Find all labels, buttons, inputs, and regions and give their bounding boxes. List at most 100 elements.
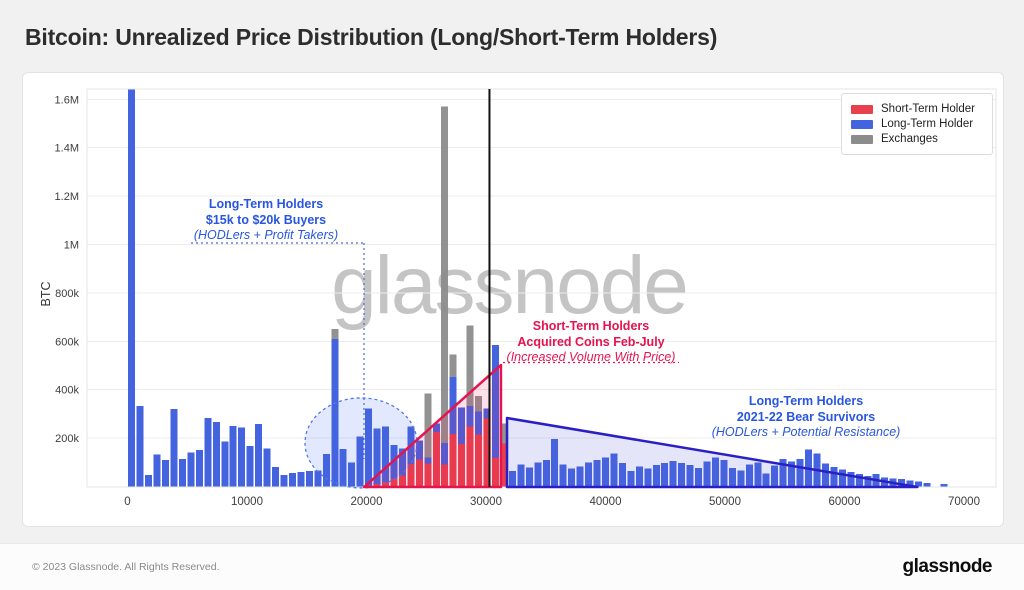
bar-segment [517,464,525,487]
bar-segment [686,465,694,487]
bar-segment [534,462,542,487]
bar-segment [432,423,440,433]
annotation-line: $15k to $20k Buyers [205,212,327,227]
bar-segment [390,479,398,487]
bar-segment [255,423,263,487]
bar-segment [407,463,415,487]
x-tick-label: 20000 [351,496,383,508]
x-tick-label: 50000 [709,496,741,508]
footer: © 2023 Glassnode. All Rights Reserved. g… [0,543,1024,590]
bar-segment [204,417,212,487]
x-tick-label: 70000 [948,496,980,508]
bar-segment [263,448,271,487]
legend-item[interactable]: Long-Term Holder [851,118,984,130]
bar-segment [483,418,491,487]
legend-swatch-icon [851,119,873,129]
bar-segment [915,481,923,487]
legend-swatch-icon [851,134,873,144]
bar-segment [695,467,703,487]
bar-segment [415,459,423,487]
y-tick-label: 1.6M [55,94,79,106]
bar-segment [466,406,474,427]
x-tick-label: 30000 [470,496,502,508]
bar-segment [762,473,770,487]
bar-segment [898,479,906,487]
bar-segment [644,468,652,487]
bar-segment [373,484,381,487]
bar-segment [221,441,229,487]
bar-segment [585,462,593,487]
bar-segment [923,483,931,487]
bar-segment [475,411,483,435]
bar-segment [661,463,669,487]
bar-segment [229,426,237,487]
bar-segment [212,421,220,487]
bar-segment [754,462,762,487]
bar-segment [170,409,178,487]
bar-segment [601,457,609,487]
bar-segment [449,377,457,434]
page-title: Bitcoin: Unrealized Price Distribution (… [25,24,718,50]
bar-segment [492,457,500,487]
bar-segment [432,432,440,487]
y-tick-label: 600k [55,336,79,348]
bar-segment [424,393,432,458]
bar-segment [288,473,296,487]
bar-segment [669,460,677,487]
bar-segment [838,469,846,487]
bar-segment [737,470,745,487]
highlight-ellipse-outline [304,397,418,489]
annotation-line: 2021-22 Bear Survivors [736,409,876,424]
legend-item[interactable]: Exchanges [851,133,984,145]
bar-segment [398,448,406,476]
bar-segment [441,442,449,465]
y-tick-label: 1.4M [55,143,79,155]
bar-segment [187,452,195,487]
annotation-line: (HODLers + Profit Takers) [193,228,339,242]
annotation-ltm-buyers: Long-Term Holders $15k to $20k Buyers (H… [194,197,338,244]
bar-segment [847,471,855,487]
bar-segment [779,459,787,487]
annotation-line: Acquired Coins Feb-July [517,334,665,349]
bars-layer [128,89,948,487]
price-distribution-chart: 200k 400k 600k 800k 1M 1.2M 1.4M 1.6M 0 10000 2000… [55,88,997,508]
legend-label: Exchanges [881,133,938,145]
x-tick-label: 0 [124,496,130,508]
bar-segment [559,464,567,487]
bar-segment [542,459,550,487]
x-tick-label: 40000 [590,496,622,508]
bar-segment [635,466,643,487]
bar-segment [492,344,500,458]
bar-segment [305,471,313,487]
bar-segment [382,482,390,487]
bar-segment [356,436,364,487]
annotation-line: Long-Term Holders [208,197,324,211]
y-tick-label: 1M [64,240,79,252]
bar-segment [703,461,711,487]
bar-segment [500,443,508,487]
bar-segment [525,467,533,487]
copyright-text: © 2023 Glassnode. All Rights Reserved. [32,561,220,573]
bar-segment [145,474,153,487]
bar-segment [398,475,406,487]
annotation-line: (Increased Volume With Price) [506,350,676,364]
bar-segment [272,467,280,487]
bar-segment [627,471,635,487]
chart-card: glassnode 200k 400k 600k 800k 1M 1.2M 1.4M 1.6M… [22,72,1004,527]
bar-segment [771,465,779,487]
bar-segment [136,406,144,487]
bar-segment [195,450,203,487]
legend-item[interactable]: Short-Term Holder [851,103,984,115]
bar-segment [475,434,483,487]
bar-segment [821,463,829,487]
annotation-line: Long-Term Holders [748,394,864,408]
y-tick-label: 800k [55,288,79,300]
y-axis-label: BTC [39,281,53,307]
bar-segment [610,453,618,487]
bar-segment [441,106,449,443]
glassnode-logo: glassnode [902,556,993,577]
bar-segment [458,443,466,487]
x-tick-label: 10000 [231,496,263,508]
bar-segment [339,449,347,487]
